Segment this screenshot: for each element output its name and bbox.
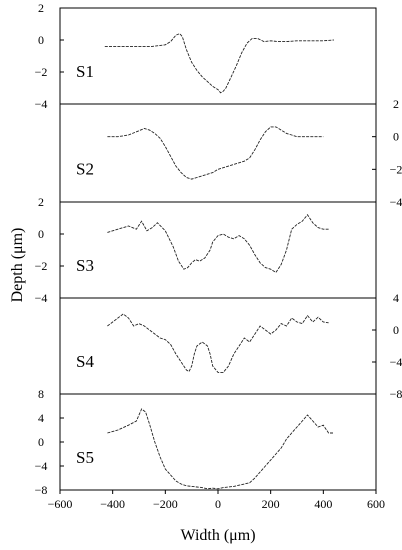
panel-label: S5 bbox=[76, 448, 94, 467]
panel-label: S2 bbox=[76, 160, 94, 179]
profile-line-s3 bbox=[107, 214, 329, 274]
panel-frame bbox=[59, 103, 377, 203]
y-tick-label: −4 bbox=[390, 355, 402, 369]
y-tick-label: −8 bbox=[35, 483, 48, 497]
panel-label: S1 bbox=[76, 62, 94, 81]
y-tick-label: −2 bbox=[35, 65, 48, 79]
profile-line-s5 bbox=[107, 408, 334, 490]
y-tick-label: 0 bbox=[38, 227, 44, 241]
x-tick-label: 400 bbox=[314, 497, 332, 511]
y-tick-label: −8 bbox=[390, 387, 402, 401]
y-tick-label: −4 bbox=[35, 97, 48, 111]
x-axis-title: Width (μm) bbox=[180, 527, 255, 544]
y-tick-label: 4 bbox=[38, 411, 44, 425]
x-tick-label: −400 bbox=[100, 497, 125, 511]
panel-s4: −8 −4 0 4 S4 bbox=[59, 291, 402, 401]
y-tick-label: 2 bbox=[38, 195, 44, 209]
panel-s2: −4 −2 0 2 S2 bbox=[59, 97, 402, 209]
y-tick-label: 2 bbox=[393, 97, 399, 111]
profile-line-s4 bbox=[107, 313, 329, 373]
profile-line-s1 bbox=[104, 33, 334, 94]
y-tick-label: −4 bbox=[390, 195, 402, 209]
profile-line-s2 bbox=[107, 126, 324, 180]
panel-s3: −4 −2 0 2 S3 bbox=[35, 195, 377, 305]
panel-frame bbox=[59, 297, 377, 395]
panel-label: S3 bbox=[76, 256, 94, 275]
panel-s5: −8 −4 0 4 8 S5 bbox=[35, 387, 377, 497]
y-tick-label: 4 bbox=[393, 291, 399, 305]
y-tick-label: 2 bbox=[38, 1, 44, 15]
x-tick-label: −600 bbox=[48, 497, 73, 511]
x-tick-label: −200 bbox=[153, 497, 178, 511]
panel-frame bbox=[59, 201, 377, 299]
y-tick-label: 0 bbox=[38, 33, 44, 47]
y-tick-label: 8 bbox=[38, 387, 44, 401]
y-tick-label: 0 bbox=[38, 435, 44, 449]
x-tick-label: 0 bbox=[215, 497, 221, 511]
y-tick-label: 0 bbox=[393, 130, 399, 144]
y-tick-label: −2 bbox=[390, 162, 402, 176]
panel-frame bbox=[59, 393, 377, 491]
y-axis-title: Depth (μm) bbox=[9, 228, 26, 303]
x-tick-label: 200 bbox=[262, 497, 280, 511]
panel-label: S4 bbox=[76, 352, 94, 371]
panel-s1: −4 −2 0 2 S1 bbox=[35, 1, 377, 111]
x-axis: −600 −400 −200 0 200 400 600 bbox=[48, 490, 385, 511]
panels: −4 −2 0 2 S1 −4 −2 0 2 S2 −4 −2 0 2 S3 −8 −4 0 4 S4 −8 −4 0 4 8 S… bbox=[35, 1, 402, 497]
y-tick-label: −2 bbox=[35, 259, 48, 273]
x-tick-label: 600 bbox=[367, 497, 385, 511]
y-tick-label: −4 bbox=[35, 459, 48, 473]
y-tick-label: 0 bbox=[393, 323, 399, 337]
y-tick-label: −4 bbox=[35, 291, 48, 305]
